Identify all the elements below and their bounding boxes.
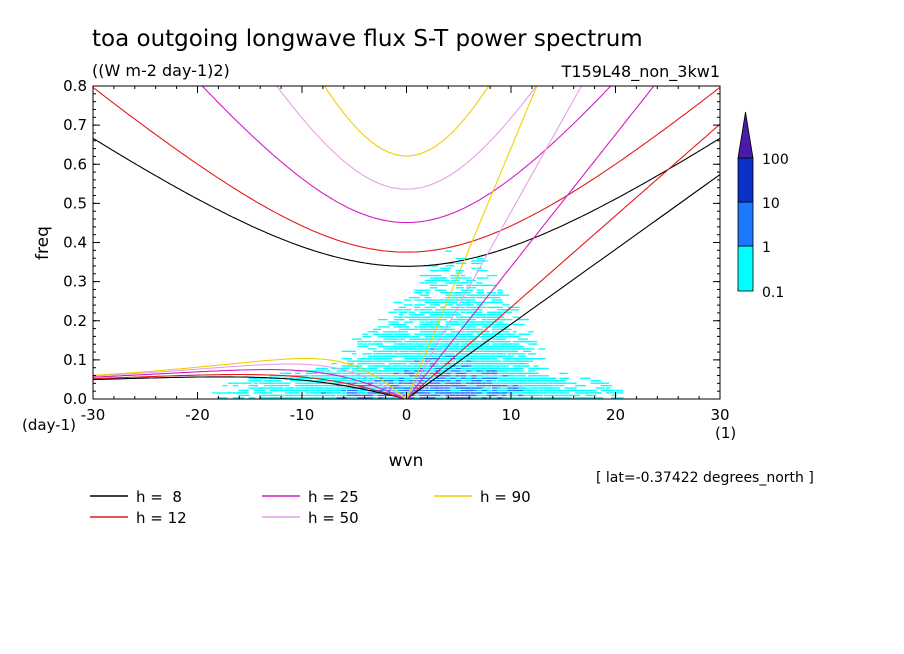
plot-area	[93, 86, 720, 399]
x-tick-label: -20	[185, 406, 210, 424]
colorbar-label: 100	[762, 152, 789, 168]
spectrum-shading	[212, 250, 624, 399]
rossby-curve-3	[93, 363, 407, 399]
ig-curve-1	[93, 86, 720, 253]
legend-label: h = 12	[136, 509, 187, 527]
y-tick-label: 0.3	[63, 273, 87, 291]
y-tick-label: 0.6	[63, 155, 87, 173]
x-tick-label: -10	[290, 406, 315, 424]
colorbar-label: 0.1	[762, 285, 784, 301]
dispersion-curves	[93, 86, 720, 399]
y-tick-label: 0.7	[63, 116, 87, 134]
x-tick-label: 0	[402, 406, 412, 424]
ig-curve-3	[275, 86, 538, 190]
x-axis-title: wvn	[389, 451, 424, 471]
colorbar-extend-arrow	[737, 111, 754, 159]
chart-subtitle: ((W m-2 day-1)2)	[92, 61, 230, 80]
colorbar-segment-1	[737, 201, 754, 247]
rossby-curve-4	[93, 357, 407, 399]
x-tick-label: 30	[710, 406, 729, 424]
colorbar-segment-0	[737, 245, 754, 292]
rossby-curve-1	[93, 373, 407, 399]
y-tick-label: 0.8	[63, 77, 87, 95]
rossby-curve-0	[93, 376, 407, 399]
kelvin-curve-1	[406, 123, 720, 399]
x-tick-label: 10	[501, 406, 520, 424]
y-axis-title: freq	[33, 226, 53, 260]
axes: -30 -20 -10 0 10 20 30 0.0 0.1 0.2 0.3 0.4 0.5 0.6 0.7…	[63, 77, 729, 424]
y-tick-label: 0.5	[63, 194, 87, 212]
kelvin-curve-2	[406, 86, 655, 399]
y-tick-label: 0.0	[63, 390, 87, 408]
colorbar: 0.1 1 10 100	[737, 111, 789, 301]
chart-title: toa outgoing longwave flux S-T power spe…	[92, 26, 643, 52]
legend-label: h = 8	[136, 488, 182, 506]
latitude-note: [ lat=-0.37422 degrees_north ]	[596, 470, 814, 486]
legend-label: h = 25	[308, 488, 359, 506]
legend-label: h = 90	[480, 488, 531, 506]
ig-curve-4	[323, 86, 490, 157]
curve-legend: h = 8 h = 12 h = 25 h = 50 h = 90	[90, 488, 531, 527]
y-unit-label: (day-1)	[22, 416, 76, 434]
x-unit-label: (1)	[715, 424, 736, 442]
y-tick-label: 0.4	[63, 234, 87, 252]
kelvin-curve-3	[406, 86, 583, 399]
colorbar-label: 10	[762, 196, 780, 212]
y-tick-label: 0.2	[63, 312, 87, 330]
kelvin-curve-4	[405, 86, 538, 399]
ig-curve-0	[93, 137, 720, 267]
x-tick-label: 20	[606, 406, 625, 424]
y-tick-label: 0.1	[63, 351, 87, 369]
legend-label: h = 50	[308, 509, 359, 527]
colorbar-segment-2	[737, 157, 754, 203]
ig-curve-2	[201, 86, 612, 224]
x-tick-label: -30	[81, 406, 106, 424]
run-label: T159L48_non_3kw1	[561, 62, 720, 82]
rossby-curve-2	[93, 369, 407, 399]
colorbar-label: 1	[762, 240, 771, 256]
kelvin-curve-0	[406, 174, 720, 399]
